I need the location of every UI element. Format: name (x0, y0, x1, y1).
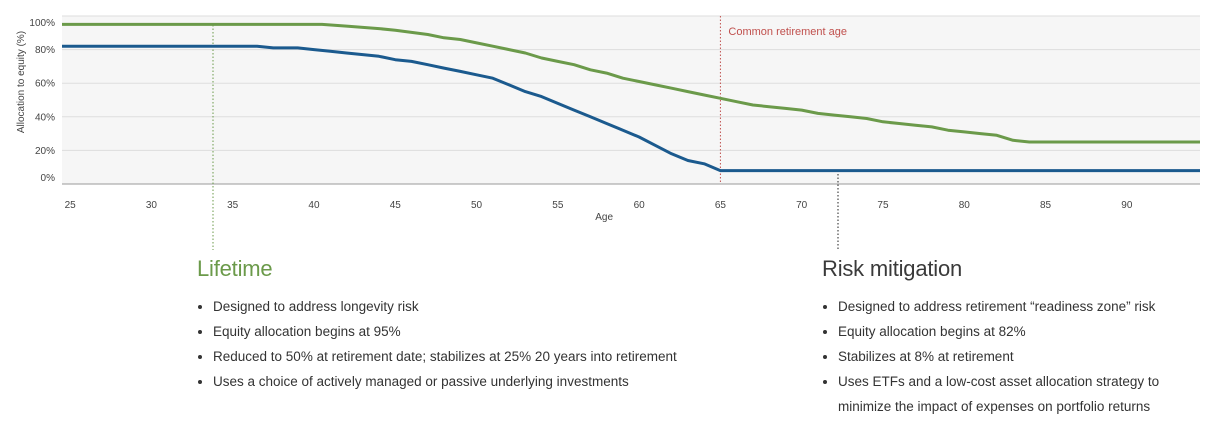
y-tick-label: 20% (35, 146, 55, 157)
lifetime-title: Lifetime (197, 256, 273, 281)
series-line-lifetime (62, 22, 1200, 144)
x-tick-label: 65 (715, 200, 727, 211)
lifetime-bullet: Uses a choice of actively managed or pas… (213, 369, 757, 394)
lifetime-bullet: Designed to address longevity risk (213, 294, 757, 319)
series-lines (62, 22, 1200, 173)
risk-mitigation-title: Risk mitigation (822, 256, 963, 281)
y-tick-label: 100% (29, 18, 55, 29)
x-tick-label: 70 (796, 200, 808, 211)
risk-mitigation-bullet: Uses ETFs and a low-cost asset allocatio… (838, 369, 1202, 419)
plot-background (62, 16, 1200, 184)
glide-path-chart: 0% 20% 40% 60% 80% 100% 25 30 35 40 45 50 55 60 65 70 7… (16, 15, 1200, 250)
x-tick-label: 90 (1121, 200, 1133, 211)
y-tick-label: 0% (41, 173, 56, 184)
x-tick-label: 60 (634, 200, 646, 211)
x-axis-ticks: 25 30 35 40 45 50 55 60 65 70 75 80 85 90 (65, 200, 1133, 211)
y-tick-label: 60% (35, 79, 55, 90)
x-tick-label: 85 (1040, 200, 1052, 211)
series-line-risk-mitigation (62, 44, 1200, 173)
x-tick-label: 80 (959, 200, 971, 211)
x-tick-label: 25 (65, 200, 77, 211)
connector-lines (212, 25, 839, 250)
risk-mitigation-bullet: Designed to address retirement “readines… (838, 294, 1202, 319)
x-tick-label: 30 (146, 200, 158, 211)
y-axis-title: Allocation to equity (%) (16, 31, 27, 133)
gridlines (62, 15, 1200, 151)
risk-mitigation-bullet: Equity allocation begins at 82% (838, 319, 1202, 344)
y-axis-ticks: 0% 20% 40% 60% 80% 100% (29, 18, 55, 184)
y-tick-label: 40% (35, 112, 55, 123)
retirement-age-label: Common retirement age (728, 26, 847, 38)
x-tick-label: 50 (471, 200, 483, 211)
risk-mitigation-bullets: Designed to address retirement “readines… (822, 294, 1202, 419)
x-tick-label: 55 (552, 200, 564, 211)
lifetime-bullets: Designed to address longevity risk Equit… (197, 294, 757, 394)
lifetime-bullet: Equity allocation begins at 95% (213, 319, 757, 344)
x-axis-title: Age (595, 212, 613, 223)
x-tick-label: 75 (877, 200, 889, 211)
risk-mitigation-panel: Risk mitigation Designed to address reti… (822, 256, 1202, 419)
x-tick-label: 45 (390, 200, 402, 211)
risk-mitigation-bullet: Stabilizes at 8% at retirement (838, 344, 1202, 369)
x-tick-label: 35 (227, 200, 239, 211)
lifetime-bullet: Reduced to 50% at retirement date; stabi… (213, 344, 757, 369)
y-tick-label: 80% (35, 45, 55, 56)
lifetime-panel: Lifetime Designed to address longevity r… (197, 256, 757, 394)
x-tick-label: 40 (308, 200, 320, 211)
